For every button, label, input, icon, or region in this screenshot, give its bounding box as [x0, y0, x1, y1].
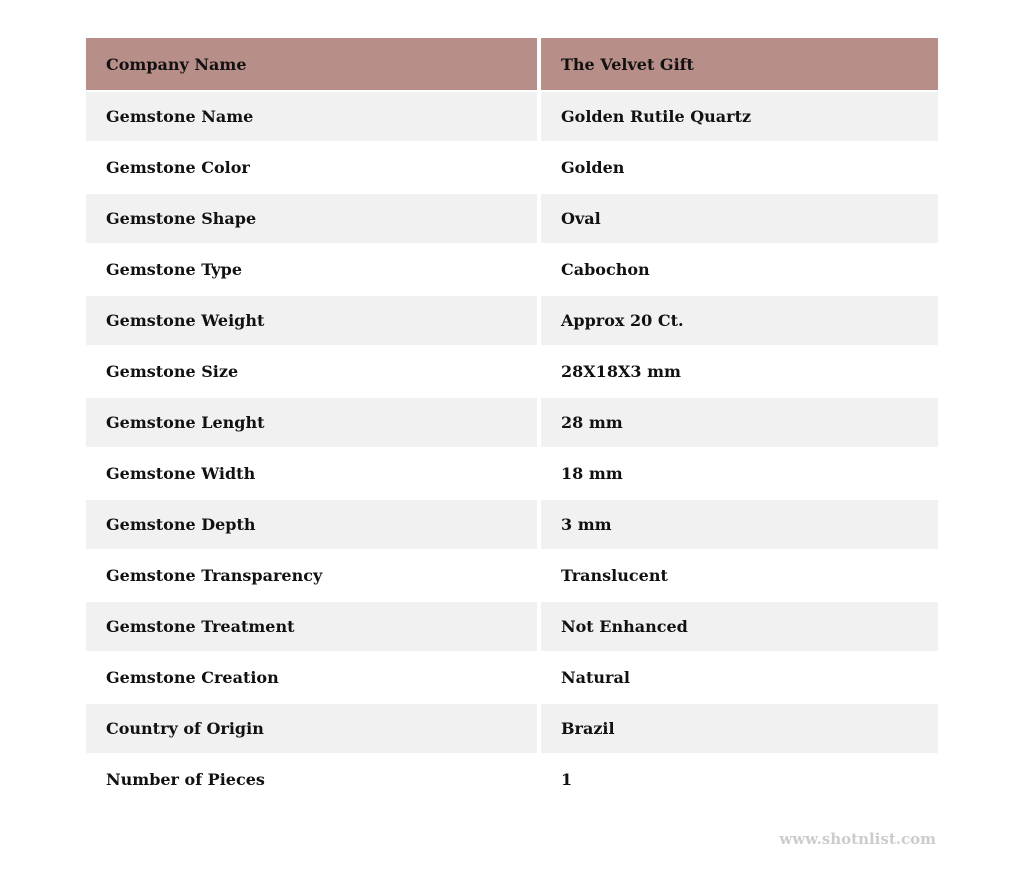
- table-row: Number of Pieces 1: [86, 755, 938, 804]
- table-row: Gemstone Creation Natural: [86, 653, 938, 702]
- row-label-cell: Gemstone Creation: [86, 653, 537, 702]
- row-value-cell: Brazil: [541, 704, 938, 753]
- header-value-cell: The Velvet Gift: [541, 38, 938, 90]
- table-row: Gemstone Width 18 mm: [86, 449, 938, 498]
- row-label-cell: Number of Pieces: [86, 755, 537, 804]
- table-row: Gemstone Type Cabochon: [86, 245, 938, 294]
- row-value-cell: Not Enhanced: [541, 602, 938, 651]
- row-value-cell: Golden: [541, 143, 938, 192]
- row-value-cell: 28X18X3 mm: [541, 347, 938, 396]
- row-label-cell: Gemstone Name: [86, 92, 537, 141]
- row-value-cell: Natural: [541, 653, 938, 702]
- table-row: Gemstone Name Golden Rutile Quartz: [86, 92, 938, 141]
- row-value-cell: Golden Rutile Quartz: [541, 92, 938, 141]
- row-label-cell: Gemstone Shape: [86, 194, 537, 243]
- row-value-cell: 1: [541, 755, 938, 804]
- row-label-cell: Gemstone Type: [86, 245, 537, 294]
- table-row: Gemstone Lenght 28 mm: [86, 398, 938, 447]
- row-label-cell: Gemstone Weight: [86, 296, 537, 345]
- table-row: Gemstone Color Golden: [86, 143, 938, 192]
- row-value-cell: 3 mm: [541, 500, 938, 549]
- row-label-cell: Country of Origin: [86, 704, 537, 753]
- table-header-row: Company Name The Velvet Gift: [86, 38, 938, 90]
- table-row: Gemstone Transparency Translucent: [86, 551, 938, 600]
- table-row: Gemstone Shape Oval: [86, 194, 938, 243]
- table-row: Gemstone Weight Approx 20 Ct.: [86, 296, 938, 345]
- row-label-cell: Gemstone Lenght: [86, 398, 537, 447]
- row-label-cell: Gemstone Color: [86, 143, 537, 192]
- row-label-cell: Gemstone Size: [86, 347, 537, 396]
- row-value-cell: 18 mm: [541, 449, 938, 498]
- gemstone-spec-table: Company Name The Velvet Gift Gemstone Na…: [86, 38, 938, 806]
- row-label-cell: Gemstone Depth: [86, 500, 537, 549]
- row-label-cell: Gemstone Treatment: [86, 602, 537, 651]
- watermark-text: www.shotnlist.com: [779, 830, 936, 848]
- row-label-cell: Gemstone Width: [86, 449, 537, 498]
- row-label-cell: Gemstone Transparency: [86, 551, 537, 600]
- table-row: Gemstone Treatment Not Enhanced: [86, 602, 938, 651]
- table-body: Gemstone Name Golden Rutile Quartz Gemston…: [86, 92, 938, 804]
- row-value-cell: Cabochon: [541, 245, 938, 294]
- row-value-cell: Oval: [541, 194, 938, 243]
- table-row: Gemstone Size 28X18X3 mm: [86, 347, 938, 396]
- row-value-cell: 28 mm: [541, 398, 938, 447]
- header-label-cell: Company Name: [86, 38, 537, 90]
- table-row: Country of Origin Brazil: [86, 704, 938, 753]
- row-value-cell: Approx 20 Ct.: [541, 296, 938, 345]
- table-row: Gemstone Depth 3 mm: [86, 500, 938, 549]
- row-value-cell: Translucent: [541, 551, 938, 600]
